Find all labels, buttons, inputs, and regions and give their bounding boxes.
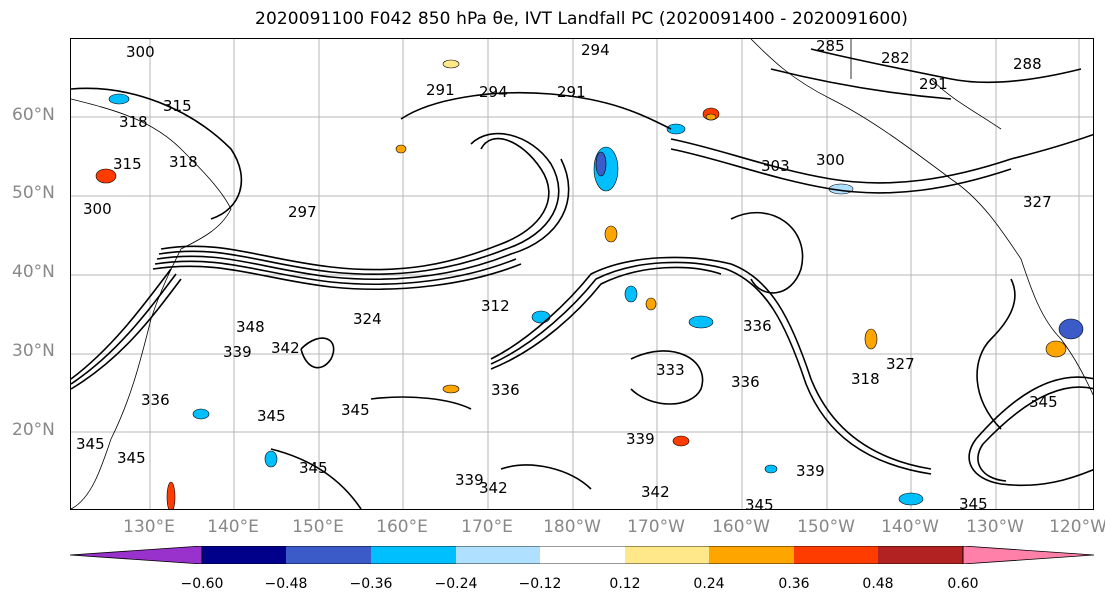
contour-label: 288 [1013,55,1042,73]
colorbar-segment [70,546,203,564]
lon-label-140e: 140°E [207,517,259,537]
contour-label: 300 [816,151,845,169]
contour-label: 342 [271,339,300,357]
lon-label-160e: 160°E [376,517,428,537]
contour-label: 336 [743,317,772,335]
contour-label: 345 [257,407,286,425]
colorbar-tick-label: 0.36 [778,576,810,592]
contour-label: 348 [236,318,265,336]
graticule [71,39,1093,509]
lon-label-160w: 160°W [712,517,770,537]
colorbar-tick-label: 0.12 [609,576,641,592]
lon-label-170e: 170°E [461,517,513,537]
colorbar-tick-label: −0.12 [518,576,562,592]
contour-labels: 294 285 282 288 291 291 294 291 300 300 … [76,39,1058,510]
colorbar-segment [540,546,625,564]
colorbar-segment [371,546,456,564]
colorbar-segment [878,546,963,564]
contour-label: 315 [113,155,142,173]
lon-label-140w: 140°W [881,517,939,537]
contour-label: 342 [479,479,508,497]
contour-label: 327 [1023,193,1052,211]
contour-label: 294 [581,41,610,59]
lat-label-60n: 60°N [12,105,55,125]
colorbar-tick-label: −0.36 [349,576,393,592]
colorbar-segment [625,546,709,564]
lon-label-150e: 150°E [292,517,344,537]
contour-label: 339 [223,343,252,361]
contour-label: 285 [816,39,845,55]
colorbar-segment [794,546,878,564]
colorbar-tick-label: 0.60 [947,576,979,592]
colorbar-segment [202,546,286,564]
contour-label: 324 [353,310,382,328]
contour-label: 336 [731,373,760,391]
contour-label: 282 [881,49,910,67]
contour-label: 300 [126,43,155,61]
contour-label: 315 [163,97,192,115]
lat-label-20n: 20°N [12,420,55,440]
contour-label: 345 [76,435,105,453]
colorbar-segment [962,546,1094,564]
lat-label-50n: 50°N [12,183,55,203]
map-panel: 294 285 282 288 291 291 294 291 300 300 … [70,38,1094,510]
contour-label: 345 [299,459,328,477]
contour-label: 345 [745,496,774,510]
contour-label: 345 [341,401,370,419]
contour-label: 345 [117,449,146,467]
contour-label: 303 [761,157,790,175]
contour-label: 318 [169,153,198,171]
lon-label-130e: 130°E [123,517,175,537]
contour-label: 339 [455,471,484,489]
colorbar-tick-label: −0.60 [180,576,224,592]
contour-label: 291 [557,83,586,101]
lon-label-130w: 130°W [966,517,1024,537]
pc-shading [95,59,1084,509]
contour-label: 294 [479,83,508,101]
colorbar-segment [286,546,371,564]
theta-e-contours [71,48,1093,509]
contour-label: 291 [919,75,948,93]
contour-label: 291 [426,81,455,99]
lon-label-120w: 120°W [1049,517,1105,537]
contour-label: 336 [141,391,170,409]
contour-label: 318 [119,113,148,131]
coastlines [71,39,1093,509]
contour-label: 300 [83,200,112,218]
contour-label: 297 [288,203,317,221]
contour-label: 327 [886,355,915,373]
lon-label-180w: 180°W [543,517,601,537]
map-title: 2020091100 F042 850 hPa θe, IVT Landfall… [255,9,908,29]
contour-label: 318 [851,370,880,388]
map-canvas: 294 285 282 288 291 291 294 291 300 300 … [71,39,1093,510]
colorbar-segment [709,546,794,564]
colorbar-tick-label: 0.48 [862,576,894,592]
colorbar-tick-label: −0.48 [264,576,308,592]
contour-label: 345 [959,495,988,510]
colorbar-tick-label: 0.24 [693,576,725,592]
contour-label: 336 [491,381,520,399]
contour-label: 339 [796,462,825,480]
colorbar-segment [456,546,540,564]
contour-label: 339 [626,430,655,448]
contour-label: 345 [1029,393,1058,411]
lat-label-40n: 40°N [12,262,55,282]
lon-label-150w: 150°W [797,517,855,537]
colorbar [70,546,1094,564]
lon-label-170w: 170°W [627,517,685,537]
contour-label: 312 [481,297,510,315]
colorbar-tick-label: −0.24 [434,576,478,592]
lat-label-30n: 30°N [12,341,55,361]
contour-label: 333 [656,361,685,379]
contour-label: 342 [641,483,670,501]
